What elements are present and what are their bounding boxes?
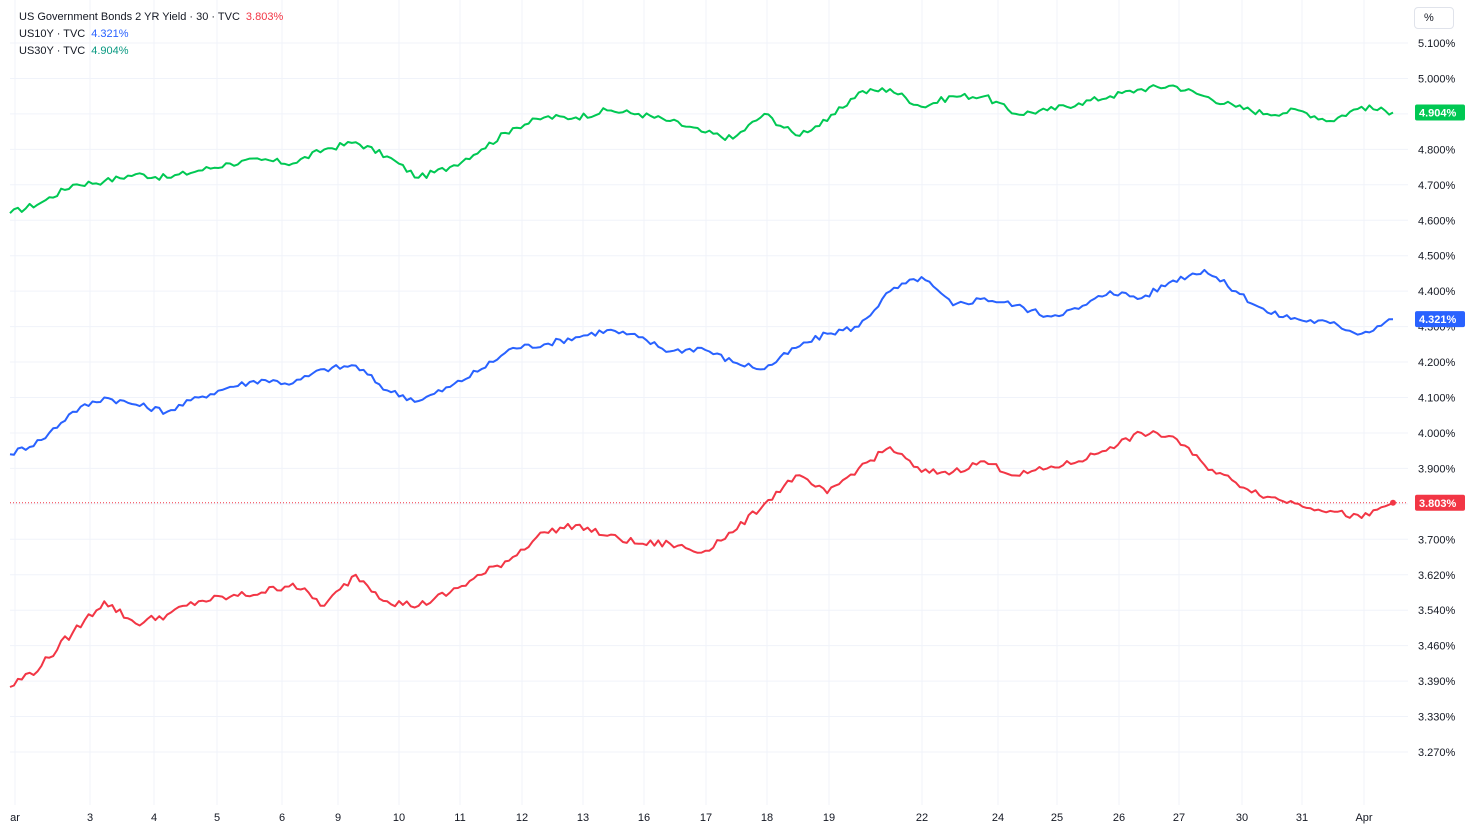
y-tick-label: 4.100% [1418, 393, 1456, 405]
price-badge-label: 4.904% [1419, 107, 1457, 119]
legend-value: 3.803% [245, 11, 284, 23]
y-axis[interactable]: 5.100%5.000%4.900%4.800%4.700%4.600%4.50… [1418, 38, 1456, 759]
x-tick-label: 31 [1296, 812, 1308, 824]
y-tick-label: 3.390% [1418, 676, 1456, 688]
percent-scale-button[interactable]: % [1414, 7, 1454, 29]
y-tick-label: 4.800% [1418, 144, 1456, 156]
x-tick-label: 10 [393, 812, 405, 824]
x-tick-label: 3 [87, 812, 93, 824]
x-tick-label: 17 [700, 812, 712, 824]
x-tick-label: 18 [761, 812, 773, 824]
legend-item-us30y[interactable]: US30Y · TVC 4.904% [19, 43, 283, 60]
y-tick-label: 3.620% [1418, 570, 1456, 582]
y-tick-label: 3.330% [1418, 712, 1456, 724]
price-badge-us10y [1415, 311, 1465, 328]
price-badge-us30y [1415, 104, 1465, 121]
x-tick-label: 4 [151, 812, 157, 824]
x-tick-label: 12 [516, 812, 528, 824]
x-tick-label: 19 [823, 812, 835, 824]
y-tick-label: 4.700% [1418, 180, 1456, 192]
x-tick-label: ar [10, 812, 20, 824]
series-line-us30y[interactable] [9, 84, 1394, 214]
series-line-us10y[interactable] [9, 268, 1393, 456]
x-tick-label: 26 [1113, 812, 1125, 824]
y-tick-label: 3.900% [1418, 463, 1456, 475]
y-tick-label: 5.100% [1418, 38, 1456, 50]
x-tick-label: 6 [279, 812, 285, 824]
y-tick-label: 3.540% [1418, 605, 1456, 617]
series-layer [9, 84, 1408, 688]
legend-value: 4.321% [91, 28, 129, 40]
price-badges: 4.904% 4.321% 3.803% [1415, 104, 1465, 511]
y-tick-label: 4.000% [1418, 428, 1456, 440]
series-line-us2y[interactable] [9, 430, 1394, 688]
x-axis[interactable]: ar 3 4 5 6 9 10 11 12 13 16 17 18 19 22 24 25 26 27 30 31 Apr [10, 812, 1373, 824]
x-tick-label: 25 [1051, 812, 1063, 824]
grid-lines [10, 0, 1408, 805]
price-badge-us2y [1415, 494, 1465, 511]
price-badge-label: 4.321% [1419, 314, 1457, 326]
legend-name: US10Y · TVC [19, 28, 86, 40]
x-tick-label: 16 [638, 812, 650, 824]
legend: US Government Bonds 2 YR Yield · 30 · TV… [19, 9, 283, 60]
y-tick-label: 3.700% [1418, 534, 1456, 546]
x-tick-label: 11 [454, 812, 465, 824]
x-tick-label: 9 [335, 812, 341, 824]
y-tick-label: 4.500% [1418, 251, 1456, 263]
x-tick-label: 24 [992, 812, 1004, 824]
y-tick-label: 5.000% [1418, 73, 1456, 85]
y-tick-label: 3.270% [1418, 747, 1456, 759]
legend-value: 4.904% [91, 45, 129, 57]
x-tick-label: 22 [916, 812, 928, 824]
y-tick-label: 4.600% [1418, 215, 1456, 227]
legend-item-us2y[interactable]: US Government Bonds 2 YR Yield · 30 · TV… [19, 9, 283, 26]
x-tick-label: 30 [1236, 812, 1248, 824]
price-badge-label: 3.803% [1419, 498, 1457, 510]
x-tick-label: Apr [1355, 812, 1372, 824]
y-tick-label: 3.460% [1418, 641, 1456, 653]
x-tick-label: 5 [214, 812, 220, 824]
y-tick-label: 4.400% [1418, 286, 1456, 298]
y-tick-label: 4.200% [1418, 357, 1456, 369]
legend-name: US30Y · TVC [19, 45, 86, 57]
legend-name: US Government Bonds 2 YR Yield · 30 · TV… [19, 11, 240, 23]
legend-item-us10y[interactable]: US10Y · TVC 4.321% [19, 26, 283, 43]
x-tick-label: 13 [577, 812, 589, 824]
last-point-marker [1390, 499, 1396, 506]
x-tick-label: 27 [1173, 812, 1185, 824]
